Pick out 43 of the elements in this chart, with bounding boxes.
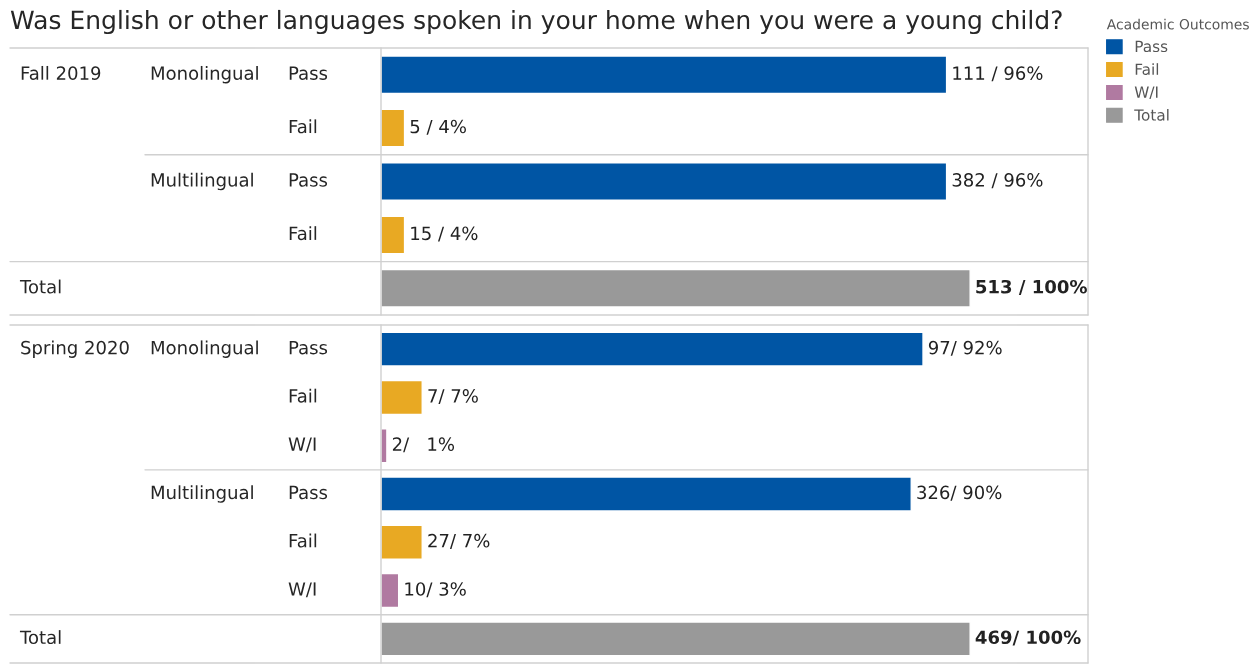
category-label: W/I bbox=[288, 582, 316, 598]
data-label: 15 / 4% bbox=[411, 226, 478, 242]
text: Fall 2019 bbox=[21, 65, 101, 80]
text: Monolingual bbox=[151, 340, 258, 358]
data-label: 382 / 96% bbox=[952, 173, 1043, 189]
category-label: Pass bbox=[289, 66, 328, 80]
data-label: 469/ 100% bbox=[975, 630, 1081, 646]
bar bbox=[381, 621, 971, 657]
category-label: Pass bbox=[289, 485, 328, 500]
bar bbox=[381, 428, 388, 464]
data-label: 513 / 100% bbox=[976, 279, 1087, 295]
text: Multilingual bbox=[151, 172, 253, 191]
text: Total bbox=[19, 630, 61, 645]
bar bbox=[381, 331, 924, 367]
legend-label: W/I bbox=[1134, 86, 1158, 100]
text: Multilingual bbox=[151, 485, 253, 503]
data-label: 326/ 90% bbox=[917, 485, 1002, 501]
bar bbox=[381, 524, 423, 560]
category-label: W/I bbox=[288, 437, 316, 453]
legend-label: Total bbox=[1134, 108, 1169, 121]
legend-title: Academic Outcomes bbox=[1106, 18, 1249, 30]
legend-label: Pass bbox=[1135, 40, 1168, 53]
data-label: 97/ 92% bbox=[928, 340, 1002, 356]
data-label: 27/ 7% bbox=[428, 533, 490, 549]
chart-title: Was English or other languages spoken in your home when you were a young child? bbox=[10, 9, 1062, 35]
data-label: 111 / 96% bbox=[953, 66, 1043, 82]
bar bbox=[381, 476, 912, 512]
category-label: Pass bbox=[289, 173, 328, 187]
bar bbox=[381, 379, 423, 416]
bar bbox=[381, 572, 400, 609]
data-label: 10/ 3% bbox=[405, 582, 466, 598]
data-label: 5 / 4% bbox=[410, 119, 466, 135]
category-label: Fail bbox=[289, 533, 317, 548]
text: Monolingual bbox=[151, 65, 258, 84]
text: Total bbox=[19, 279, 61, 294]
legend-label: Fail bbox=[1135, 63, 1159, 75]
category-label: Fail bbox=[289, 119, 317, 134]
data-label: 7/ 7% bbox=[428, 389, 478, 405]
text: Spring 2020 bbox=[21, 340, 129, 358]
category-label: Fail bbox=[289, 388, 317, 403]
category-label: Fail bbox=[289, 226, 317, 241]
category-label: Pass bbox=[289, 340, 328, 355]
data-label: 2/ 1% bbox=[392, 437, 455, 453]
